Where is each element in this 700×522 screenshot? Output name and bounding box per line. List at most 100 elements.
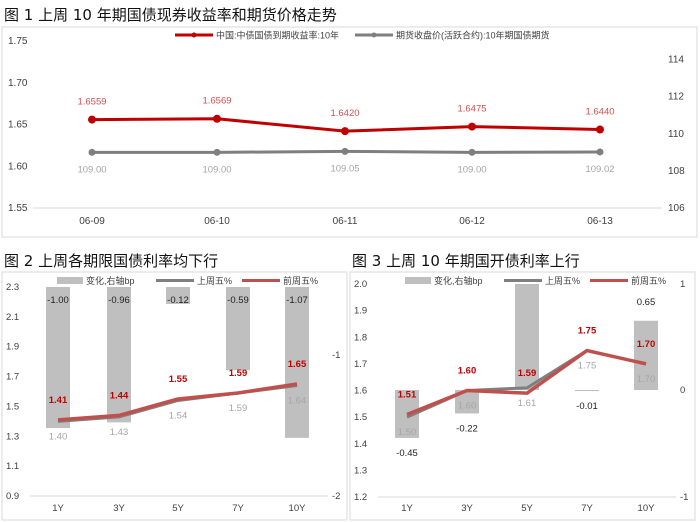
chart1-x-tick: 06-10 bbox=[204, 216, 230, 227]
chart1-futures-label: 109.00 bbox=[202, 164, 231, 175]
chart1-yield-label: 1.6559 bbox=[77, 97, 106, 108]
chart3-prev-friday-label: 1.51 bbox=[398, 389, 417, 400]
chart3-prev-friday-line bbox=[406, 348, 647, 417]
chart3-bar-label: -0.01 bbox=[576, 401, 598, 412]
chart2-last-friday-label: 1.59 bbox=[229, 403, 248, 414]
chart1-legend-yield-label: 中国:中债国债到期收益率:10年 bbox=[216, 30, 339, 41]
chart3-last-friday-label: 1.61 bbox=[518, 398, 537, 409]
chart3-title: 图 3 上周 10 年期国开债利率上行 bbox=[352, 252, 580, 270]
chart2-last-friday-label: 1.43 bbox=[110, 427, 129, 438]
chart2-bar bbox=[107, 287, 131, 423]
chart2-left-tick: 0.9 bbox=[6, 491, 19, 502]
chart1-futures-label: 109.02 bbox=[585, 164, 614, 175]
chart1-legend-yield-marker bbox=[191, 32, 197, 38]
chart3-x-tick: 3Y bbox=[461, 503, 473, 514]
chart2-last-friday-label: 1.64 bbox=[288, 396, 307, 407]
chart3-left-tick: 1.2 bbox=[354, 492, 367, 503]
chart2-left-tick: 2.1 bbox=[6, 312, 19, 323]
chart3-prev-friday-label: 1.70 bbox=[637, 339, 656, 350]
chart2-legend-bar-swatch bbox=[57, 277, 83, 284]
chart2-right-tick: -1 bbox=[332, 350, 340, 361]
chart2-bar-label: -0.59 bbox=[227, 295, 249, 306]
chart3-bar bbox=[634, 320, 658, 390]
chart3-legend-bar-swatch bbox=[405, 277, 431, 284]
chart3-left-tick: 1.4 bbox=[354, 439, 367, 450]
chart2-left-tick: 1.3 bbox=[6, 431, 19, 442]
chart3-left-tick: 1.6 bbox=[354, 386, 367, 397]
chart1-yield-label: 1.6440 bbox=[585, 107, 614, 118]
chart2-bar bbox=[46, 287, 70, 428]
chart2-legend-last-friday-label: 上周五% bbox=[197, 276, 232, 286]
chart2-frame bbox=[1, 271, 348, 521]
chart1-x-tick: 06-13 bbox=[587, 216, 613, 227]
chart1-right-tick: 106 bbox=[668, 203, 685, 214]
chart3-prev-friday-label: 1.75 bbox=[578, 326, 597, 337]
chart3-prev-friday-label: 1.59 bbox=[518, 368, 537, 379]
chart3-x-tick: 7Y bbox=[581, 503, 593, 514]
chart2-left-tick: 2.3 bbox=[6, 282, 19, 293]
chart1-left-tick: 1.75 bbox=[8, 36, 28, 47]
chart1-yield-point bbox=[468, 122, 476, 131]
chart2-bar bbox=[285, 287, 309, 438]
chart3-last-friday-label: 1.70 bbox=[637, 374, 656, 385]
chart2-prev-friday-label: 1.44 bbox=[110, 390, 129, 401]
chart2-last-friday-label: 1.54 bbox=[169, 410, 188, 421]
chart1-futures-point bbox=[213, 148, 221, 156]
chart3-legend-last-friday-label: 上周五% bbox=[545, 276, 580, 286]
chart2-left-tick: 1.7 bbox=[6, 372, 19, 383]
chart3-left-tick: 1.8 bbox=[354, 332, 367, 343]
chart3-x-tick: 1Y bbox=[401, 503, 413, 514]
chart2-title: 图 2 上周各期限国债利率均下行 bbox=[4, 252, 219, 270]
chart3-bar bbox=[515, 284, 539, 390]
chart1-futures-point bbox=[596, 148, 604, 156]
chart2-bar-label: -1.00 bbox=[47, 295, 69, 306]
chart1-legend-futures-label: 期货收盘价(活跃合约):10年期国债期货 bbox=[396, 30, 550, 41]
chart3-legend-prev-friday-label: 前周五% bbox=[631, 275, 666, 286]
chart2-x-tick: 10Y bbox=[289, 503, 307, 514]
chart3-prev-friday-label: 1.60 bbox=[458, 366, 477, 377]
chart3-x-tick: 10Y bbox=[638, 503, 656, 514]
chart1-x-tick: 06-11 bbox=[333, 216, 358, 227]
chart1-futures-label: 109.00 bbox=[77, 164, 106, 175]
chart1-yield-label: 1.6475 bbox=[457, 104, 486, 115]
chart1-frame bbox=[1, 26, 698, 238]
chart3-frame bbox=[349, 271, 696, 521]
chart3-last-friday-label: 1.60 bbox=[458, 401, 477, 412]
chart1-futures-label: 109.05 bbox=[330, 163, 359, 174]
chart2-prev-friday-label: 1.55 bbox=[169, 374, 188, 385]
chart3-right-tick: 0 bbox=[680, 385, 685, 396]
chart1-right-tick: 112 bbox=[668, 92, 684, 103]
chart1-left-tick: 1.70 bbox=[8, 78, 28, 89]
chart1-yield-point bbox=[88, 115, 96, 124]
chart1-legend-futures-marker bbox=[371, 32, 377, 38]
chart2-last-friday-label: 1.40 bbox=[49, 431, 68, 442]
chart2-bar bbox=[166, 287, 190, 304]
chart1-futures-point bbox=[468, 148, 476, 156]
chart3-left-tick: 2.0 bbox=[354, 279, 367, 290]
chart2-legend-bar-label: 变化,右轴bp bbox=[86, 275, 135, 286]
chart2-bar-label: -0.12 bbox=[167, 295, 189, 306]
chart3-left-tick: 1.7 bbox=[354, 359, 367, 370]
chart2-right-tick: -2 bbox=[332, 491, 340, 502]
chart1-right-tick: 108 bbox=[668, 166, 685, 177]
chart2-prev-friday-label: 1.41 bbox=[49, 395, 68, 406]
chart3-right-tick: -1 bbox=[680, 492, 688, 503]
chart2-bar-label: -0.96 bbox=[108, 295, 130, 306]
chart2-x-tick: 3Y bbox=[113, 503, 125, 514]
chart1-yield-point bbox=[213, 114, 221, 123]
chart1-yield-point bbox=[596, 125, 604, 134]
chart3-last-friday-label: 1.75 bbox=[578, 361, 597, 372]
chart2-x-tick: 1Y bbox=[52, 503, 64, 514]
chart2-bar-label: -1.07 bbox=[286, 295, 308, 306]
chart2-prev-friday-label: 1.65 bbox=[288, 359, 307, 370]
chart3-left-tick: 1.3 bbox=[354, 465, 367, 476]
chart2-legend-prev-friday-label: 前周五% bbox=[283, 275, 318, 286]
chart1-right-tick: 110 bbox=[668, 129, 684, 140]
chart1-futures-label: 109.00 bbox=[457, 164, 486, 175]
chart3-bar-label: -0.45 bbox=[396, 448, 418, 459]
chart1-yield-point bbox=[341, 127, 349, 136]
chart3-bar-label: -0.22 bbox=[456, 423, 478, 434]
chart2-left-tick: 1.9 bbox=[6, 342, 19, 353]
